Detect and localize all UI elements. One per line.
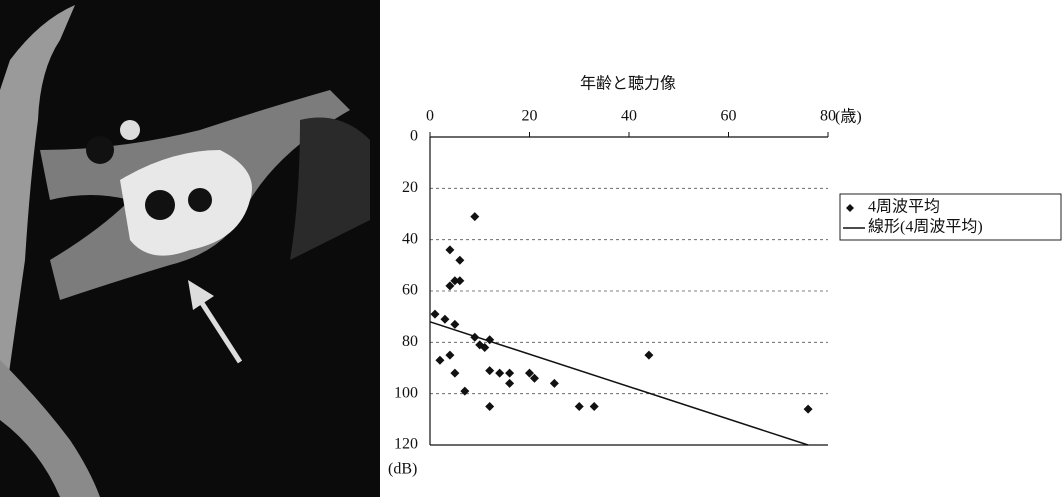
y-tick-label: 60 xyxy=(402,282,418,299)
data-point xyxy=(470,212,479,221)
data-point xyxy=(644,351,653,360)
x-tick-label: 40 xyxy=(621,108,637,125)
ct-image xyxy=(0,0,380,497)
legend-label: 線形(4周波平均) xyxy=(868,218,983,236)
data-point xyxy=(804,405,813,414)
data-point xyxy=(575,402,584,411)
data-point xyxy=(495,369,504,378)
x-tick-label: 20 xyxy=(522,108,538,125)
data-point xyxy=(505,379,514,388)
data-point xyxy=(550,379,559,388)
y-axis-label: (dB) xyxy=(388,461,417,478)
y-tick-label: 0 xyxy=(410,128,418,145)
data-point xyxy=(450,369,459,378)
ossicle xyxy=(120,120,140,140)
page: 年齢と聴力像 (歳) (dB) 0 20 40 60 80 100 120 0 20 40 60 80… xyxy=(0,0,1062,497)
x-tick-label: 80 xyxy=(820,108,836,125)
cavity xyxy=(145,190,175,220)
data-point xyxy=(455,256,464,265)
trend-line xyxy=(430,322,808,445)
data-point xyxy=(485,366,494,375)
y-tick-label: 80 xyxy=(402,333,418,350)
data-point xyxy=(445,245,454,254)
y-tick-label: 120 xyxy=(394,436,418,453)
data-point xyxy=(450,320,459,329)
figure: 年齢と聴力像 (歳) (dB) 0 20 40 60 80 100 120 0 20 40 60 80… xyxy=(0,0,1062,497)
data-point xyxy=(440,315,449,324)
data-point xyxy=(445,351,454,360)
cavity xyxy=(86,136,114,164)
legend-label: 4周波平均 xyxy=(868,198,940,216)
chart-title: 年齢と聴力像 xyxy=(580,75,676,93)
y-tick-label: 40 xyxy=(402,230,418,247)
data-point xyxy=(485,402,494,411)
data-point xyxy=(430,310,439,319)
x-axis-label: (歳) xyxy=(835,108,862,126)
data-point xyxy=(590,402,599,411)
y-tick-label: 100 xyxy=(394,384,418,401)
y-tick-label: 20 xyxy=(402,179,418,196)
data-point xyxy=(435,356,444,365)
x-tick-label: 0 xyxy=(426,108,434,125)
data-point xyxy=(460,387,469,396)
data-point xyxy=(455,276,464,285)
cavity xyxy=(188,188,212,212)
data-point xyxy=(505,369,514,378)
x-tick-label: 60 xyxy=(721,108,737,125)
